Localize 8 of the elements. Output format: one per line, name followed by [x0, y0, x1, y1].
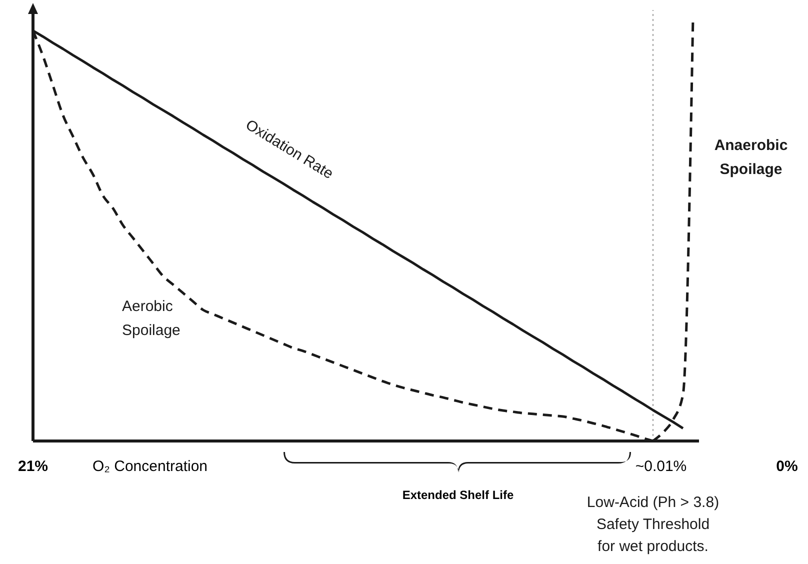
- x-axis-title: O₂ Concentration: [92, 458, 208, 475]
- text: ~0.01%: [635, 458, 687, 475]
- text: 0%: [776, 458, 798, 475]
- text: 21%: [18, 458, 48, 475]
- series-label: Anaerobic Spoilage: [714, 137, 788, 178]
- series-label: Aerobic Spoilage: [122, 298, 180, 339]
- text: Extended Shelf Life: [402, 488, 514, 502]
- text: Low-Acid (Ph > 3.8) Safety Threshold for wet products.: [586, 494, 720, 555]
